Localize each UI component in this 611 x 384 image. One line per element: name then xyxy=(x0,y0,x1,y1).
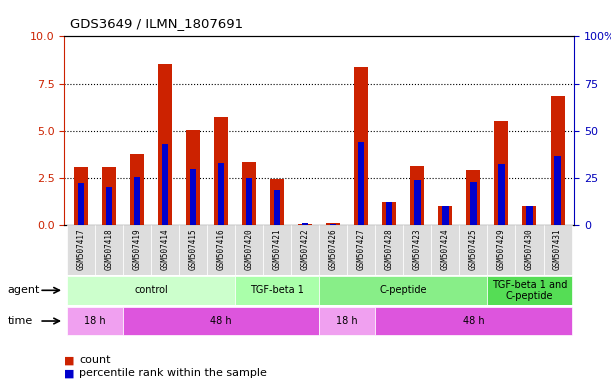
Bar xyxy=(470,182,477,225)
Bar xyxy=(494,121,508,225)
Text: ■: ■ xyxy=(64,368,75,378)
Bar xyxy=(358,142,364,225)
Bar xyxy=(123,307,319,335)
Text: TGF-beta 1 and
C-peptide: TGF-beta 1 and C-peptide xyxy=(492,280,567,301)
Bar xyxy=(298,224,312,225)
Bar xyxy=(319,225,347,275)
Bar xyxy=(270,179,284,225)
Bar xyxy=(551,96,565,225)
Text: GSM507416: GSM507416 xyxy=(217,229,225,270)
Bar xyxy=(67,225,95,275)
Text: GSM507421: GSM507421 xyxy=(273,229,282,270)
Bar xyxy=(466,170,480,225)
Bar xyxy=(151,225,179,275)
Bar xyxy=(95,225,123,275)
Bar xyxy=(526,206,533,225)
Text: GSM507423: GSM507423 xyxy=(413,229,422,270)
Bar xyxy=(411,166,425,225)
Text: ■: ■ xyxy=(64,355,75,365)
Bar xyxy=(330,224,337,225)
Text: GSM507415: GSM507415 xyxy=(189,229,197,270)
Bar xyxy=(123,225,151,275)
Bar xyxy=(302,223,309,225)
Bar xyxy=(74,167,88,225)
Bar xyxy=(130,154,144,225)
Bar xyxy=(347,225,375,275)
Text: 48 h: 48 h xyxy=(463,316,485,326)
Bar xyxy=(516,225,544,275)
Bar xyxy=(218,162,224,225)
Text: GSM507420: GSM507420 xyxy=(244,229,254,270)
Bar xyxy=(459,225,488,275)
Bar xyxy=(242,162,256,225)
Bar xyxy=(67,276,235,305)
Bar xyxy=(382,202,397,225)
Bar xyxy=(319,307,375,335)
Text: GSM507424: GSM507424 xyxy=(441,229,450,270)
Bar xyxy=(207,225,235,275)
Text: GSM507418: GSM507418 xyxy=(104,229,114,270)
Bar xyxy=(499,164,505,225)
Bar xyxy=(190,169,196,225)
Bar xyxy=(214,118,228,225)
Text: time: time xyxy=(7,316,32,326)
Text: control: control xyxy=(134,285,168,295)
Bar xyxy=(488,225,516,275)
Bar xyxy=(186,130,200,225)
Bar xyxy=(158,64,172,225)
Bar xyxy=(274,190,280,225)
Bar xyxy=(354,66,368,225)
Text: GSM507426: GSM507426 xyxy=(329,229,338,270)
Text: GSM507417: GSM507417 xyxy=(76,229,86,270)
Text: agent: agent xyxy=(7,285,40,295)
Bar xyxy=(106,187,112,225)
Text: GSM507422: GSM507422 xyxy=(301,229,310,270)
Bar xyxy=(442,206,448,225)
Bar xyxy=(319,276,488,305)
Bar xyxy=(134,177,140,225)
Text: GSM507431: GSM507431 xyxy=(553,229,562,270)
Bar xyxy=(488,276,571,305)
Text: count: count xyxy=(79,355,111,365)
Bar xyxy=(179,225,207,275)
Bar xyxy=(375,225,403,275)
Bar xyxy=(431,225,459,275)
Bar xyxy=(263,225,291,275)
Text: GDS3649 / ILMN_1807691: GDS3649 / ILMN_1807691 xyxy=(70,17,243,30)
Bar xyxy=(246,178,252,225)
Bar xyxy=(403,225,431,275)
Bar xyxy=(438,206,452,225)
Bar xyxy=(522,206,536,225)
Bar xyxy=(67,307,123,335)
Text: GSM507425: GSM507425 xyxy=(469,229,478,270)
Bar xyxy=(235,225,263,275)
Text: 18 h: 18 h xyxy=(337,316,358,326)
Bar xyxy=(235,276,319,305)
Bar xyxy=(375,307,571,335)
Text: GSM507430: GSM507430 xyxy=(525,229,534,270)
Text: TGF-beta 1: TGF-beta 1 xyxy=(251,285,304,295)
Bar xyxy=(554,156,561,225)
Text: 48 h: 48 h xyxy=(210,316,232,326)
Text: 18 h: 18 h xyxy=(84,316,106,326)
Bar xyxy=(102,167,116,225)
Text: GSM507419: GSM507419 xyxy=(133,229,142,270)
Bar xyxy=(291,225,319,275)
Bar xyxy=(386,202,392,225)
Text: GSM507429: GSM507429 xyxy=(497,229,506,270)
Text: percentile rank within the sample: percentile rank within the sample xyxy=(79,368,267,378)
Text: GSM507427: GSM507427 xyxy=(357,229,366,270)
Bar xyxy=(326,223,340,225)
Bar xyxy=(544,225,571,275)
Text: GSM507414: GSM507414 xyxy=(161,229,170,270)
Text: C-peptide: C-peptide xyxy=(379,285,427,295)
Bar xyxy=(78,183,84,225)
Bar xyxy=(162,144,168,225)
Text: GSM507428: GSM507428 xyxy=(385,229,394,270)
Bar xyxy=(414,180,420,225)
